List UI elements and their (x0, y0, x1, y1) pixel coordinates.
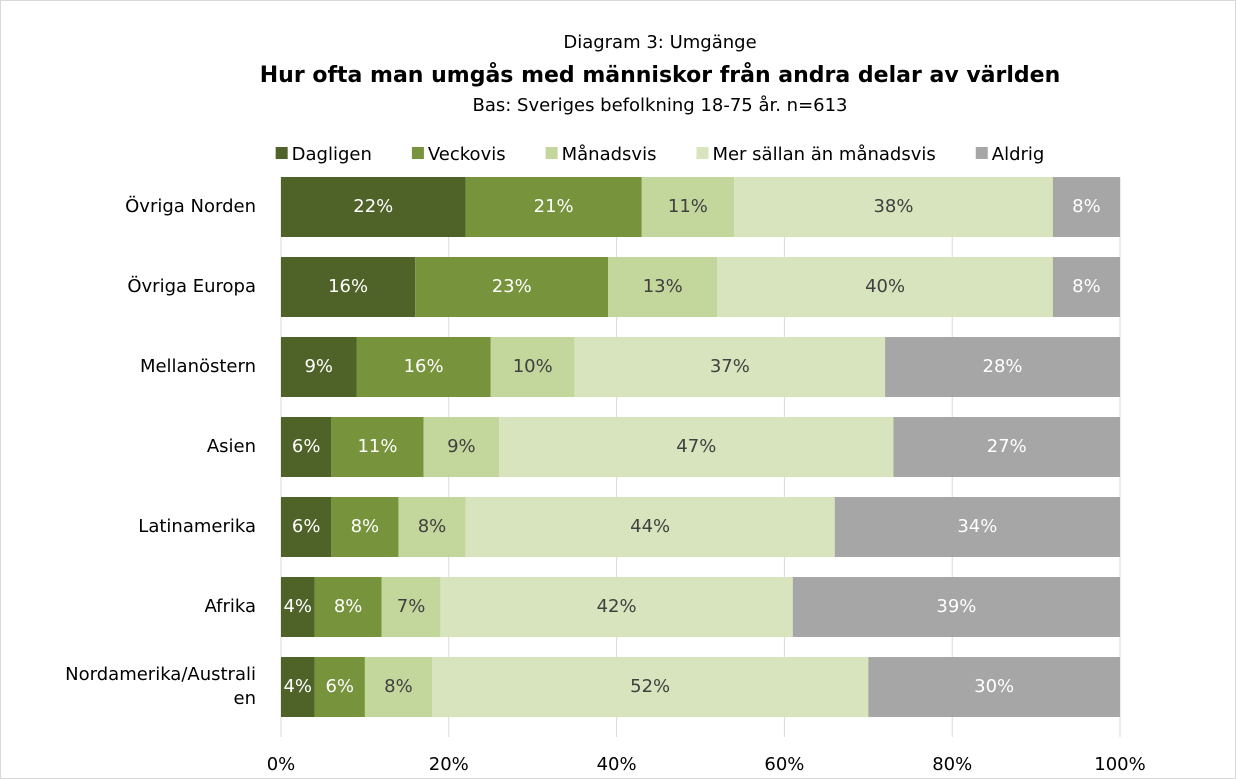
legend-swatch (545, 147, 558, 159)
data-label: 47% (676, 436, 716, 457)
bar-segment (834, 497, 1120, 557)
bar-segment (281, 257, 416, 317)
bar-segment (281, 177, 466, 237)
x-tick-label: 60% (764, 754, 804, 775)
bar-segment (868, 657, 1120, 717)
bar-segment (465, 497, 835, 557)
data-label: 8% (384, 676, 413, 697)
bar-segment (734, 177, 1053, 237)
legend-label: Mer sällan än månadsvis (712, 144, 935, 165)
bar-segment (423, 417, 500, 477)
data-label: 34% (957, 516, 997, 537)
bar-segment (432, 657, 869, 717)
y-tick-label: Övriga Europa (127, 275, 256, 297)
bar-segment (314, 577, 382, 637)
data-label: 6% (292, 436, 321, 457)
bar-segment (574, 337, 886, 397)
x-tick-label: 20% (429, 754, 469, 775)
data-label: 4% (283, 596, 312, 617)
y-tick-label: Asien (207, 436, 256, 457)
x-tick-label: 100% (1094, 754, 1145, 775)
bar-segment (331, 417, 424, 477)
data-label: 8% (334, 596, 363, 617)
bar-segment (364, 657, 433, 717)
bar-segment (281, 337, 357, 397)
data-label: 9% (447, 436, 476, 457)
data-label: 7% (397, 596, 426, 617)
data-label: 22% (353, 196, 393, 217)
data-label: 8% (1072, 196, 1101, 217)
bar-segment (465, 177, 642, 237)
data-label: 44% (630, 516, 670, 537)
bar-segment (398, 497, 466, 557)
bar-segment (499, 417, 894, 477)
bar-segment (314, 657, 365, 717)
legend-label: Dagligen (292, 144, 372, 165)
data-label: 52% (630, 676, 670, 697)
data-label: 11% (668, 196, 708, 217)
x-tick-label: 40% (597, 754, 637, 775)
data-label: 8% (418, 516, 447, 537)
bar-segment (281, 577, 315, 637)
bar-segment (440, 577, 793, 637)
data-label: 10% (513, 356, 553, 377)
bar-segment (893, 417, 1120, 477)
bar-segment (356, 337, 491, 397)
legend-swatch (411, 147, 424, 159)
bar-segment (381, 577, 441, 637)
legend-swatch (696, 147, 709, 159)
data-label: 13% (643, 276, 683, 297)
data-label: 8% (1072, 276, 1101, 297)
bar-segment (885, 337, 1120, 397)
bar-segment (641, 177, 735, 237)
y-tick-label: Mellanöstern (140, 356, 256, 377)
chart-subtitle: Bas: Sveriges befolkning 18-75 år. n=613 (472, 95, 847, 116)
data-label: 9% (304, 356, 333, 377)
y-tick-label: Latinamerika (138, 516, 256, 537)
bar-segment (415, 257, 609, 317)
data-label: 23% (492, 276, 532, 297)
bar-segment (792, 577, 1120, 637)
data-label: 6% (292, 516, 321, 537)
bar-segment (717, 257, 1053, 317)
bar-segment (281, 657, 315, 717)
data-label: 38% (873, 196, 913, 217)
bar-segment (1052, 177, 1120, 237)
bar-segment (608, 257, 718, 317)
data-label: 28% (983, 356, 1023, 377)
data-label: 30% (974, 676, 1014, 697)
bar-segment (281, 497, 332, 557)
y-tick-label: Afrika (204, 596, 256, 617)
bar-segment (1052, 257, 1120, 317)
legend-swatch (275, 147, 288, 159)
chart-supertitle: Diagram 3: Umgänge (563, 32, 756, 53)
legend-label: Aldrig (992, 144, 1045, 165)
data-label: 42% (597, 596, 637, 617)
data-label: 37% (710, 356, 750, 377)
legend-label: Månadsvis (562, 144, 657, 165)
data-label: 39% (936, 596, 976, 617)
bar-segment (331, 497, 399, 557)
data-label: 4% (283, 676, 312, 697)
data-label: 16% (328, 276, 368, 297)
data-label: 40% (865, 276, 905, 297)
bar-segment (490, 337, 575, 397)
bar-segment (281, 417, 332, 477)
data-label: 11% (357, 436, 397, 457)
legend-swatch (975, 147, 988, 159)
data-label: 16% (404, 356, 444, 377)
y-tick-label: Nordamerika/Australi en (65, 664, 256, 709)
data-label: 8% (351, 516, 380, 537)
chart-title: Hur ofta man umgås med människor från an… (260, 62, 1060, 88)
data-label: 6% (325, 676, 354, 697)
legend-label: Veckovis (428, 144, 506, 165)
x-tick-label: 0% (267, 754, 296, 775)
data-label: 21% (534, 196, 574, 217)
y-tick-label: Övriga Norden (125, 195, 256, 217)
data-label: 27% (987, 436, 1027, 457)
x-tick-label: 80% (932, 754, 972, 775)
